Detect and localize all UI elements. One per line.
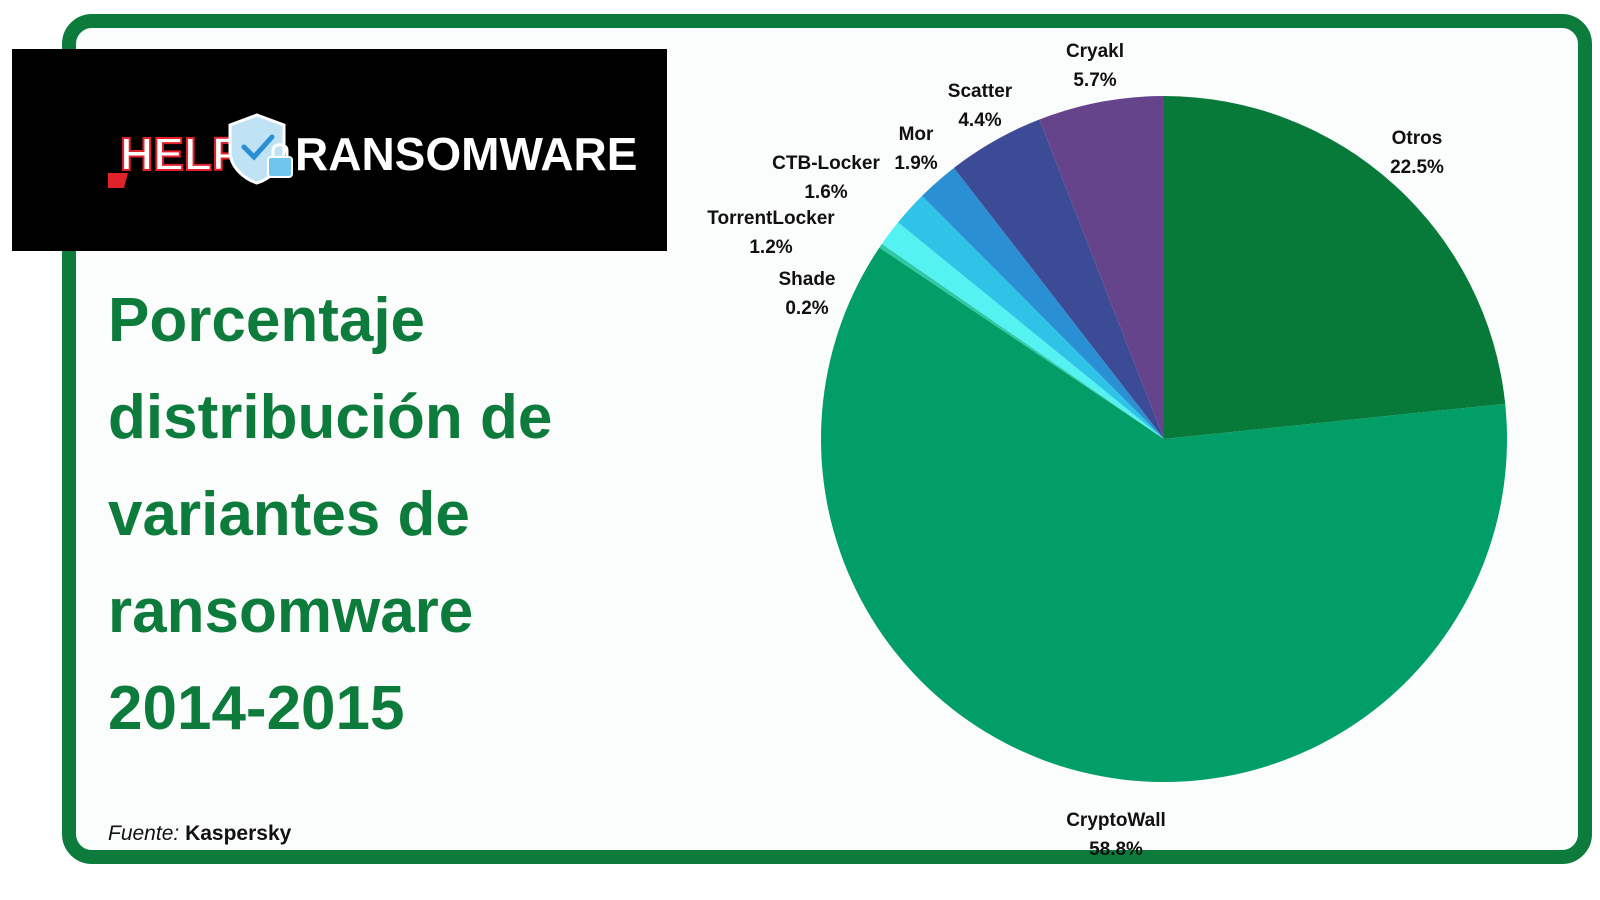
pie-slice-mor bbox=[922, 167, 1164, 440]
slice-label: Mor bbox=[899, 124, 934, 145]
slice-value-label: 5.7% bbox=[1073, 70, 1116, 91]
slice-value-label: 4.4% bbox=[958, 110, 1001, 131]
slice-value-label: 0.2% bbox=[785, 298, 828, 319]
slice-value-label: 1.9% bbox=[894, 153, 937, 174]
slice-label: Cryakl bbox=[1066, 41, 1124, 62]
pie-slice-ctb-locker bbox=[898, 195, 1164, 439]
pie-slice-shade bbox=[879, 243, 1164, 439]
pie-slice-torrentlocker bbox=[881, 222, 1164, 439]
slice-label: Scatter bbox=[948, 81, 1013, 102]
pie-slice-scatter bbox=[953, 119, 1164, 439]
shield-lock-icon bbox=[228, 113, 293, 185]
title-line: ransomware bbox=[108, 577, 474, 646]
slice-label: Otros bbox=[1392, 128, 1443, 149]
slice-value-label: 1.6% bbox=[804, 182, 847, 203]
slice-value-label: 58.8% bbox=[1089, 839, 1143, 860]
slice-label: CryptoWall bbox=[1066, 810, 1166, 831]
logo-ransomware-text: RANSOMWARE bbox=[295, 128, 637, 180]
slice-label: TorrentLocker bbox=[707, 208, 835, 229]
slice-label: CTB-Locker bbox=[772, 153, 880, 174]
pie-slice-cryptowall bbox=[821, 247, 1508, 782]
source-note: Fuente: Kaspersky bbox=[108, 822, 291, 846]
pie-slice-otros bbox=[1164, 96, 1506, 439]
title-line: Porcentaje bbox=[108, 286, 426, 355]
logo-banner: HELP RANSOMWARE bbox=[12, 49, 667, 251]
help-ransomware-logo: HELP RANSOMWARE bbox=[108, 113, 637, 188]
slice-label: Shade bbox=[778, 269, 835, 290]
title-line: 2014-2015 bbox=[108, 674, 405, 743]
slice-value-label: 22.5% bbox=[1390, 157, 1444, 178]
logo-red-flash bbox=[108, 173, 128, 188]
slice-value-label: 1.2% bbox=[749, 237, 792, 258]
pie-slice-cryakl bbox=[1039, 96, 1164, 439]
source-label: Fuente: bbox=[108, 822, 180, 845]
page-title: Porcentaje distribución de variantes de … bbox=[108, 272, 668, 757]
logo-help-text: HELP bbox=[120, 128, 243, 180]
source-value: Kaspersky bbox=[185, 822, 292, 845]
title-line: distribución de bbox=[108, 383, 553, 452]
title-line: variantes de bbox=[108, 480, 470, 549]
